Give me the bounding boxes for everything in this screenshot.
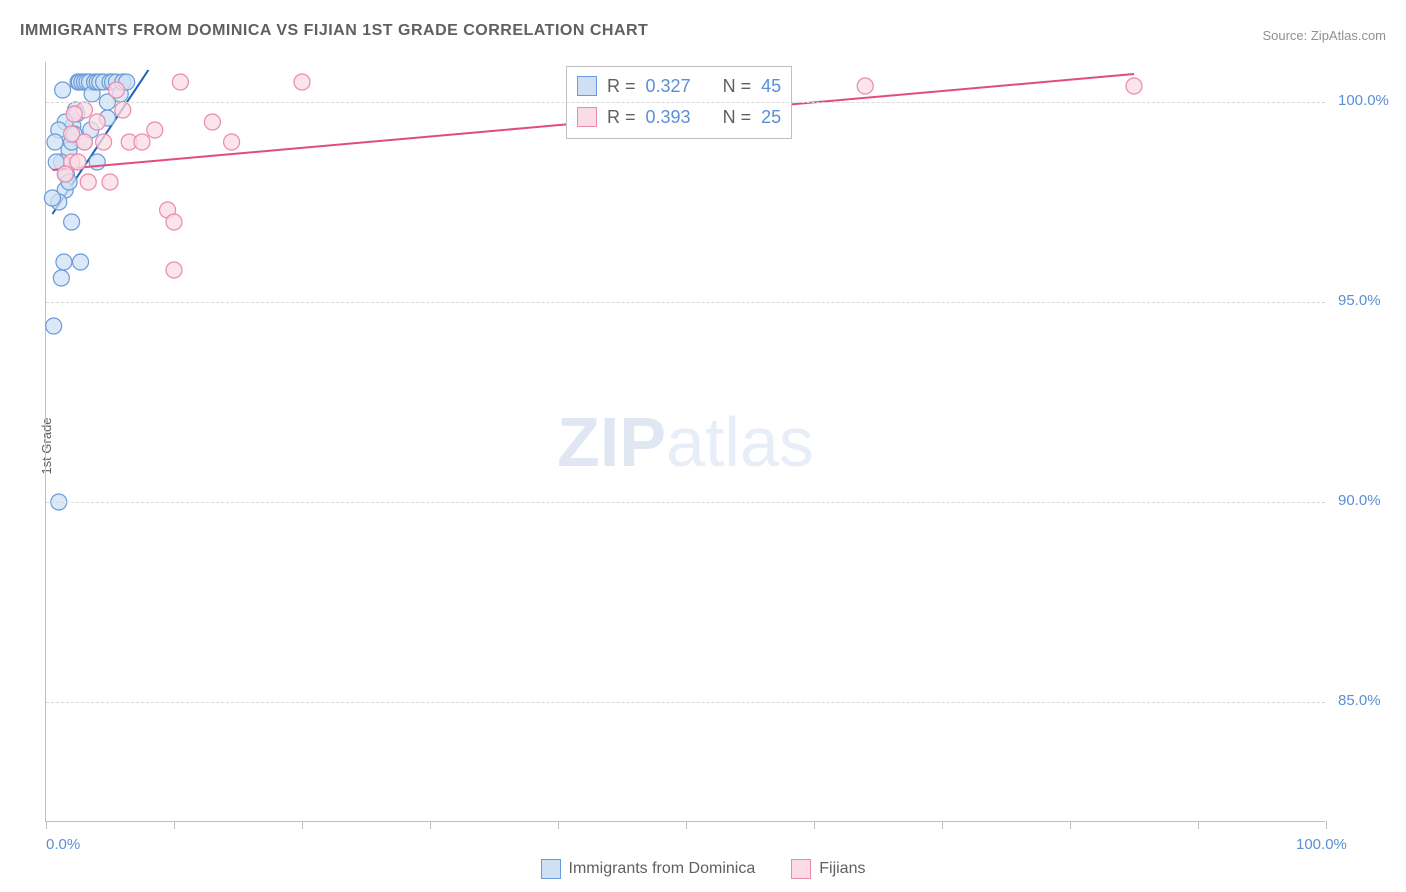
y-tick-label: 100.0% [1338,92,1389,109]
plot-area: ZIPatlas R =0.327N =45R =0.393N =25 85.0… [45,62,1325,822]
y-tick-label: 95.0% [1338,292,1381,309]
legend-n-label: N = [723,71,752,102]
marker-fijians [80,174,96,190]
x-tick [174,821,175,829]
legend-n-value: 25 [761,102,781,133]
x-tick [430,821,431,829]
marker-fijians [172,74,188,90]
marker-dominica [47,134,63,150]
marker-dominica [64,214,80,230]
corr-legend-row: R = 0.393 N = 25 [577,102,781,133]
x-tick [1198,821,1199,829]
series-legend: Immigrants from Dominica Fijians [0,859,1406,884]
marker-fijians [294,74,310,90]
legend-item: Immigrants from Dominica [541,859,756,879]
marker-fijians [89,114,105,130]
marker-fijians [1126,78,1142,94]
legend-item: Fijians [791,859,865,879]
legend-r-value: 0.393 [646,102,691,133]
marker-fijians [224,134,240,150]
legend-label: Immigrants from Dominica [569,860,756,878]
marker-dominica [56,254,72,270]
legend-label: Fijians [819,860,865,878]
chart-svg [46,62,1325,821]
x-tick [814,821,815,829]
x-tick [942,821,943,829]
gridline [46,302,1325,303]
marker-dominica [55,82,71,98]
y-tick-label: 85.0% [1338,692,1381,709]
legend-n-value: 45 [761,71,781,102]
marker-fijians [134,134,150,150]
marker-fijians [108,82,124,98]
marker-dominica [53,270,69,286]
marker-fijians [166,262,182,278]
legend-swatch [577,76,597,96]
legend-swatch [541,859,561,879]
marker-fijians [64,126,80,142]
marker-fijians [102,174,118,190]
x-tick-label: 100.0% [1296,836,1347,853]
legend-r-label: R = [607,102,636,133]
marker-fijians [57,166,73,182]
legend-swatch [577,107,597,127]
x-tick [558,821,559,829]
x-tick [46,821,47,829]
legend-r-value: 0.327 [646,71,691,102]
marker-fijians [96,134,112,150]
marker-fijians [204,114,220,130]
gridline [46,502,1325,503]
corr-legend-row: R = 0.327 N = 45 [577,71,781,102]
x-tick-label: 0.0% [46,836,80,853]
marker-fijians [70,154,86,170]
chart-title: IMMIGRANTS FROM DOMINICA VS FIJIAN 1ST G… [20,22,648,40]
legend-n-label: N = [723,102,752,133]
y-tick-label: 90.0% [1338,492,1381,509]
marker-dominica [44,190,60,206]
legend-r-label: R = [607,71,636,102]
marker-dominica [73,254,89,270]
marker-fijians [147,122,163,138]
marker-fijians [66,106,82,122]
marker-dominica [46,318,62,334]
marker-fijians [115,102,131,118]
x-tick [686,821,687,829]
x-tick [1070,821,1071,829]
x-tick [1326,821,1327,829]
marker-dominica [89,154,105,170]
gridline [46,102,1325,103]
gridline [46,702,1325,703]
x-tick [302,821,303,829]
legend-swatch [791,859,811,879]
source-label: Source: ZipAtlas.com [1262,28,1386,43]
marker-fijians [166,214,182,230]
marker-fijians [857,78,873,94]
